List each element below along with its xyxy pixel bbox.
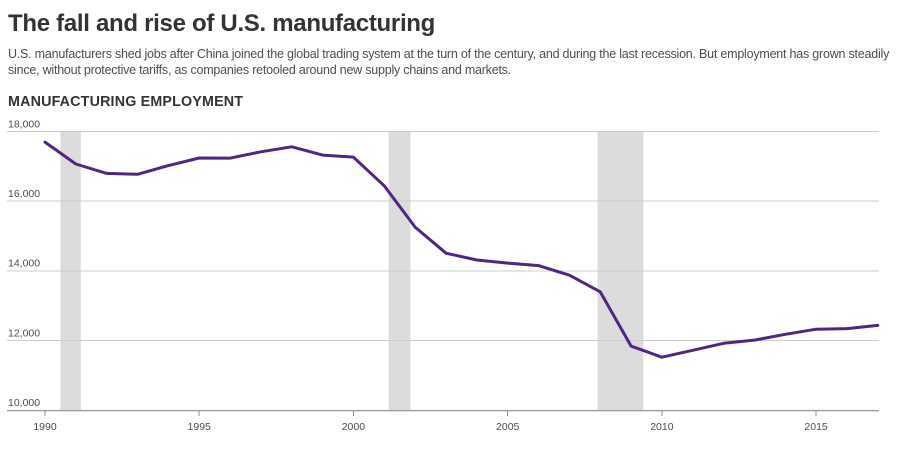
svg-text:10,000: 10,000 <box>8 397 40 409</box>
svg-text:2015: 2015 <box>804 421 828 433</box>
svg-text:16,000: 16,000 <box>8 188 40 200</box>
svg-text:12,000: 12,000 <box>8 327 40 339</box>
svg-text:1990: 1990 <box>33 421 57 433</box>
svg-text:2010: 2010 <box>650 421 674 433</box>
svg-text:2005: 2005 <box>496 421 520 433</box>
svg-text:1995: 1995 <box>188 421 212 433</box>
svg-text:2000: 2000 <box>342 421 366 433</box>
svg-text:18,000: 18,000 <box>8 118 40 130</box>
svg-text:14,000: 14,000 <box>8 258 40 270</box>
